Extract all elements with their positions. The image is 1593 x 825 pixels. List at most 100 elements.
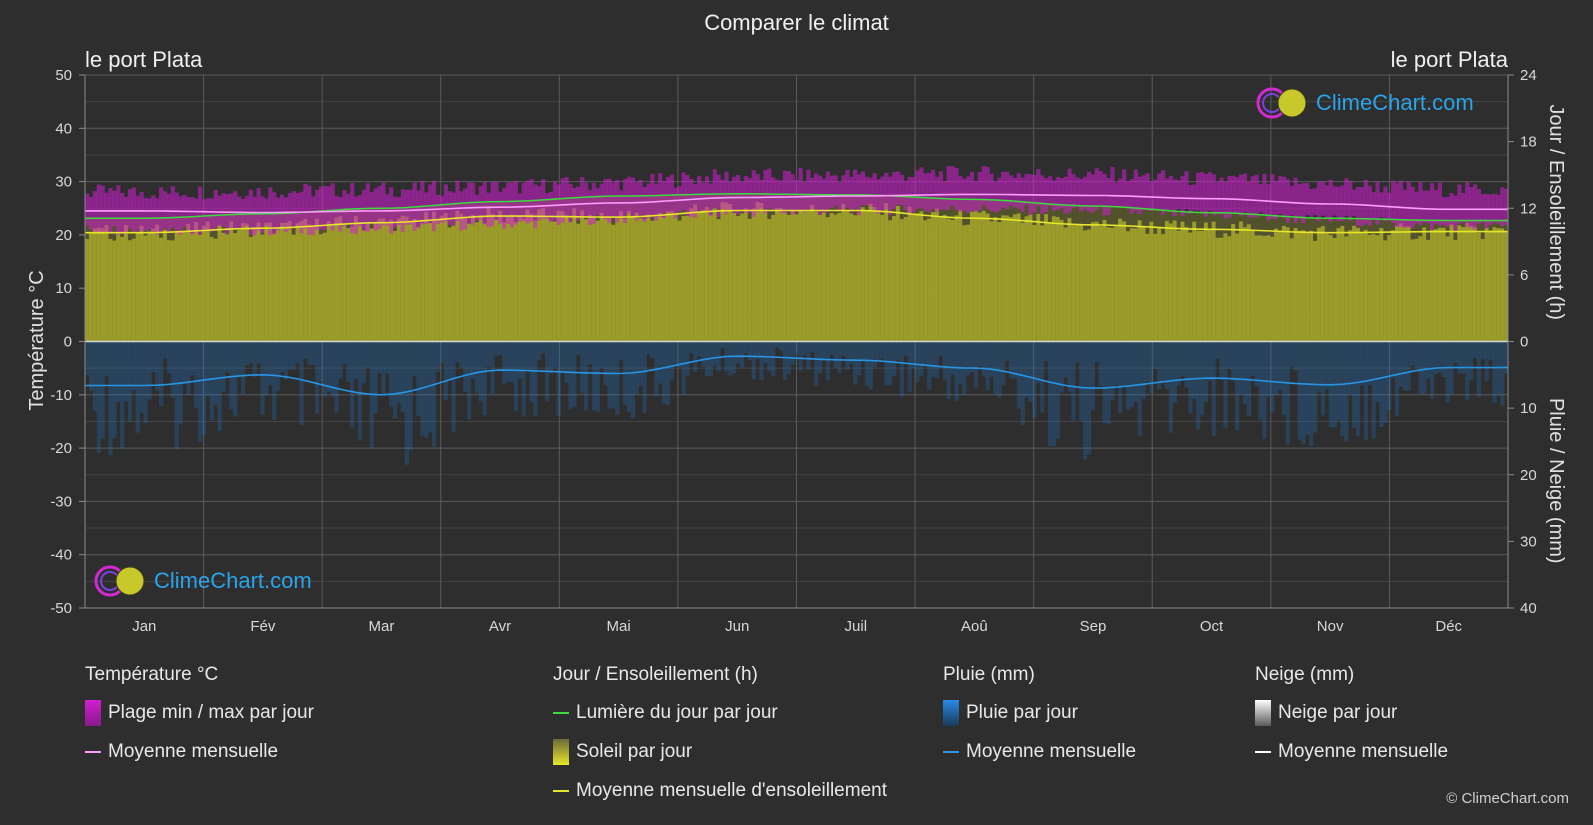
- sunshine-daily-bar: [1133, 228, 1138, 342]
- rain-daily-bar: [782, 341, 788, 380]
- temp-range-daily-bar: [1266, 184, 1271, 221]
- temp-range-daily-bar: [1067, 168, 1072, 213]
- temp-range-daily-bar: [1305, 182, 1310, 216]
- temp-range-daily-bar: [1110, 167, 1115, 208]
- temp-range-daily-bar: [1122, 169, 1127, 208]
- right-top-axis-title: Jour / Ensoleillement (h): [1545, 104, 1567, 320]
- rain-daily-bar: [895, 341, 901, 361]
- rain-daily-bar: [1157, 341, 1162, 390]
- temp-range-daily-bar: [244, 196, 250, 227]
- sunshine-daily-bar: [552, 221, 558, 342]
- rain-daily-bar: [1266, 341, 1271, 397]
- sunshine-daily-bar: [1437, 227, 1443, 342]
- legend-label: Moyenne mensuelle: [1278, 741, 1449, 762]
- rain-daily-bar: [541, 341, 546, 354]
- copyright: © ClimeChart.com: [1446, 790, 1569, 807]
- rain-daily-bar: [661, 341, 667, 404]
- temp-range-daily-bar: [814, 173, 819, 212]
- logo-text: ClimeChart.com: [1316, 90, 1474, 115]
- rain-daily-bar: [1274, 341, 1279, 395]
- rain-daily-bar: [1410, 341, 1415, 366]
- sunshine-daily-bar: [166, 240, 172, 342]
- rain-daily-bar: [1098, 341, 1103, 387]
- rain-daily-bar: [194, 341, 199, 408]
- location-right: le port Plata: [1390, 47, 1508, 72]
- sunshine-swatch: [553, 739, 569, 765]
- sunshine-daily-bar: [1348, 230, 1353, 342]
- rain-daily-bar: [934, 341, 940, 379]
- temp-range-daily-bar: [985, 166, 990, 210]
- left-tick-label: 0: [64, 334, 72, 351]
- sunshine-daily-bar: [915, 213, 920, 342]
- temp-range-daily-bar: [194, 198, 199, 233]
- temp-range-daily-bar: [303, 183, 308, 229]
- rain-daily-bar: [1192, 341, 1197, 399]
- temp-range-daily-bar: [1227, 175, 1232, 218]
- temp-range-daily-bar: [1211, 174, 1216, 216]
- temp-range-daily-bar: [385, 194, 390, 226]
- sunshine-daily-bar: [1398, 223, 1404, 342]
- legend-rain: Pluie (mm) Pluie par jour Moyenne mensue…: [943, 664, 1136, 780]
- rain-daily-bar: [892, 341, 897, 377]
- sunshine-daily-bar: [85, 239, 90, 342]
- rain-daily-bar: [350, 341, 355, 428]
- sunshine-daily-bar: [1433, 229, 1439, 342]
- temp-range-daily-bar: [1270, 174, 1275, 219]
- legend-item-temp-mean: Moyenne mensuelle: [85, 741, 314, 763]
- rain-daily-bar: [1024, 341, 1029, 398]
- temp-range-daily-bar: [892, 172, 897, 210]
- sunshine-daily-bar: [1184, 226, 1189, 342]
- rain-daily-bar: [591, 341, 597, 411]
- rain-daily-bar: [1118, 341, 1123, 414]
- rain-daily-bar: [1207, 341, 1213, 382]
- temp-range-daily-bar: [116, 185, 121, 235]
- sunshine-daily-bar: [1504, 232, 1509, 342]
- sunshine-daily-bar: [1168, 223, 1174, 342]
- temp-range-daily-bar: [392, 196, 398, 228]
- temp-range-daily-bar: [361, 189, 367, 231]
- temp-range-daily-bar: [845, 169, 850, 208]
- temp-range-daily-bar: [595, 188, 600, 216]
- sunshine-daily-bar: [693, 204, 698, 342]
- sunshine-daily-bar: [580, 210, 585, 342]
- rain-daily-bar: [1379, 341, 1384, 428]
- legend-item-snow-daily: Neige par jour: [1255, 700, 1448, 726]
- sunshine-daily-bar: [108, 238, 113, 342]
- sunshine-daily-bar: [467, 223, 472, 342]
- sunshine-daily-bar: [704, 206, 710, 342]
- sunshine-daily-bar: [927, 218, 932, 342]
- rain-daily-bar: [1122, 341, 1127, 388]
- temp-range-daily-bar: [1024, 173, 1029, 205]
- rain-daily-bar: [1211, 341, 1216, 436]
- logo-top-right[interactable]: ClimeChart.com: [1256, 86, 1474, 120]
- rain-daily-bar: [966, 341, 971, 376]
- rain-daily-bar: [587, 341, 593, 365]
- temp-range-daily-bar: [1285, 179, 1290, 223]
- rain-daily-bar: [1044, 341, 1049, 362]
- rain-daily-bar: [903, 341, 908, 356]
- sunshine-daily-bar: [1242, 227, 1248, 342]
- left-tick-label: 10: [55, 280, 72, 297]
- rain-daily-bar: [1340, 341, 1345, 436]
- sunshine-daily-bar: [564, 215, 569, 342]
- rain-daily-bar: [837, 341, 842, 373]
- rain-daily-bar: [240, 341, 246, 394]
- rain-daily-bar: [517, 341, 522, 379]
- sunshine-daily-bar: [412, 219, 417, 342]
- temp-range-daily-bar: [315, 190, 320, 230]
- rain-daily-bar: [1110, 341, 1115, 401]
- sunshine-daily-bar: [1469, 225, 1474, 342]
- rain-daily-bar: [615, 341, 620, 416]
- sunshine-daily-bar: [1453, 239, 1458, 342]
- temp-range-daily-bar: [1250, 176, 1255, 218]
- sunshine-daily-bar: [860, 207, 866, 342]
- left-tick-label: 40: [55, 120, 72, 137]
- rain-daily-bar: [1336, 341, 1341, 421]
- logo-bottom-left[interactable]: ClimeChart.com: [94, 564, 312, 598]
- sunshine-daily-bar: [100, 228, 105, 342]
- sunshine-daily-bar: [1309, 230, 1314, 342]
- temp-range-daily-bar: [993, 181, 998, 213]
- sunshine-daily-bar: [1363, 229, 1368, 342]
- rain-daily-bar: [123, 341, 129, 402]
- rain-daily-bar: [697, 341, 702, 357]
